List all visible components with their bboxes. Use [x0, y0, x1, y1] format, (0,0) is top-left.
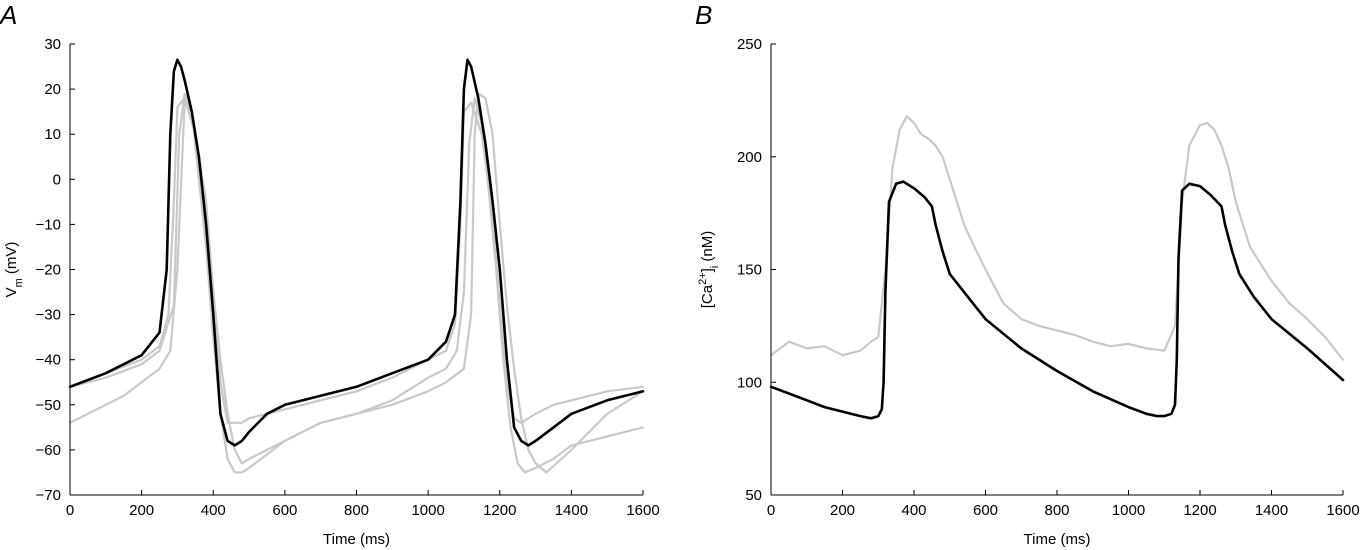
panel-label-b: B — [695, 0, 712, 30]
panel-b-x-tick-label: 600 — [973, 502, 998, 519]
panel-b-y-tick-label: 250 — [737, 36, 762, 53]
panel-b-x-label: Time (ms) — [1024, 531, 1091, 548]
panel-a-x-tick-label: 1600 — [626, 502, 659, 519]
panel-b-x-tick-label: 1400 — [1255, 502, 1288, 519]
panel-a-x-tick-label: 0 — [66, 502, 74, 519]
panel-b-series-model — [769, 180, 1345, 420]
panel-a-y-tick-label: 10 — [44, 126, 61, 143]
panel-b-y-tick-label: 200 — [737, 149, 762, 166]
panel-b-x-tick-label: 0 — [767, 502, 775, 519]
panel-a-x-label: Time (ms) — [323, 531, 390, 548]
panel-b-x-tick-label: 1000 — [1112, 502, 1145, 519]
panel-a-series-recording-1 — [68, 96, 645, 424]
panel-a-y-tick-label: −10 — [36, 216, 61, 233]
panel-a-x-tick-label: 1000 — [411, 502, 444, 519]
panel-a-x-tick-label: 800 — [344, 502, 369, 519]
panel-a-series-model — [68, 58, 645, 447]
panel-a-x-tick-label: 200 — [129, 502, 154, 519]
panel-a-x-tick-label: 400 — [201, 502, 226, 519]
panel-b-x-tick-label: 400 — [901, 502, 926, 519]
panel-a-series-recording-3 — [68, 92, 645, 474]
panel-b-x-tick-label: 800 — [1044, 502, 1069, 519]
panel-b-x-tick-label: 1200 — [1183, 502, 1216, 519]
panel-b-y-label: [Ca2+]i (nM) — [697, 231, 721, 309]
panel-label-a: A — [0, 0, 17, 30]
panel-a-y-tick-label: −20 — [36, 262, 61, 279]
panel-b-x-tick-label: 200 — [830, 502, 855, 519]
panel-a-x-tick-label: 1400 — [555, 502, 588, 519]
panel-a-y-tick-label: −50 — [36, 397, 61, 414]
panel-a-chart: 0 200 400 600 800 1000 1200 1400 1600−70−60−50−4… — [3, 36, 660, 548]
panel-a-x-tick-label: 1200 — [483, 502, 516, 519]
panel-a-y-tick-label: 20 — [44, 81, 61, 98]
panel-a-y-label: Vm (mV) — [3, 242, 25, 298]
panel-a-y-tick-label: −70 — [36, 487, 61, 504]
panel-b-y-tick-label: 50 — [745, 487, 762, 504]
panel-b-chart: 0 200 400 600 800 1000 1200 1400 1600 50 100 150 200… — [697, 36, 1360, 548]
panel-a-y-tick-label: 0 — [53, 171, 61, 188]
panel-a-y-tick-label: −30 — [36, 307, 61, 324]
panel-a-y-tick-label: 30 — [44, 36, 61, 53]
panel-b-series-measurement — [769, 115, 1345, 361]
panel-a-y-tick-label: −40 — [36, 352, 61, 369]
panel-b-y-tick-label: 100 — [737, 374, 762, 391]
panel-a-series-recording-2 — [68, 92, 645, 474]
panel-b-x-tick-label: 1600 — [1326, 502, 1359, 519]
panel-a-y-tick-label: −60 — [36, 442, 61, 459]
panel-b-y-tick-label: 150 — [737, 262, 762, 279]
panel-a-x-tick-label: 600 — [272, 502, 297, 519]
